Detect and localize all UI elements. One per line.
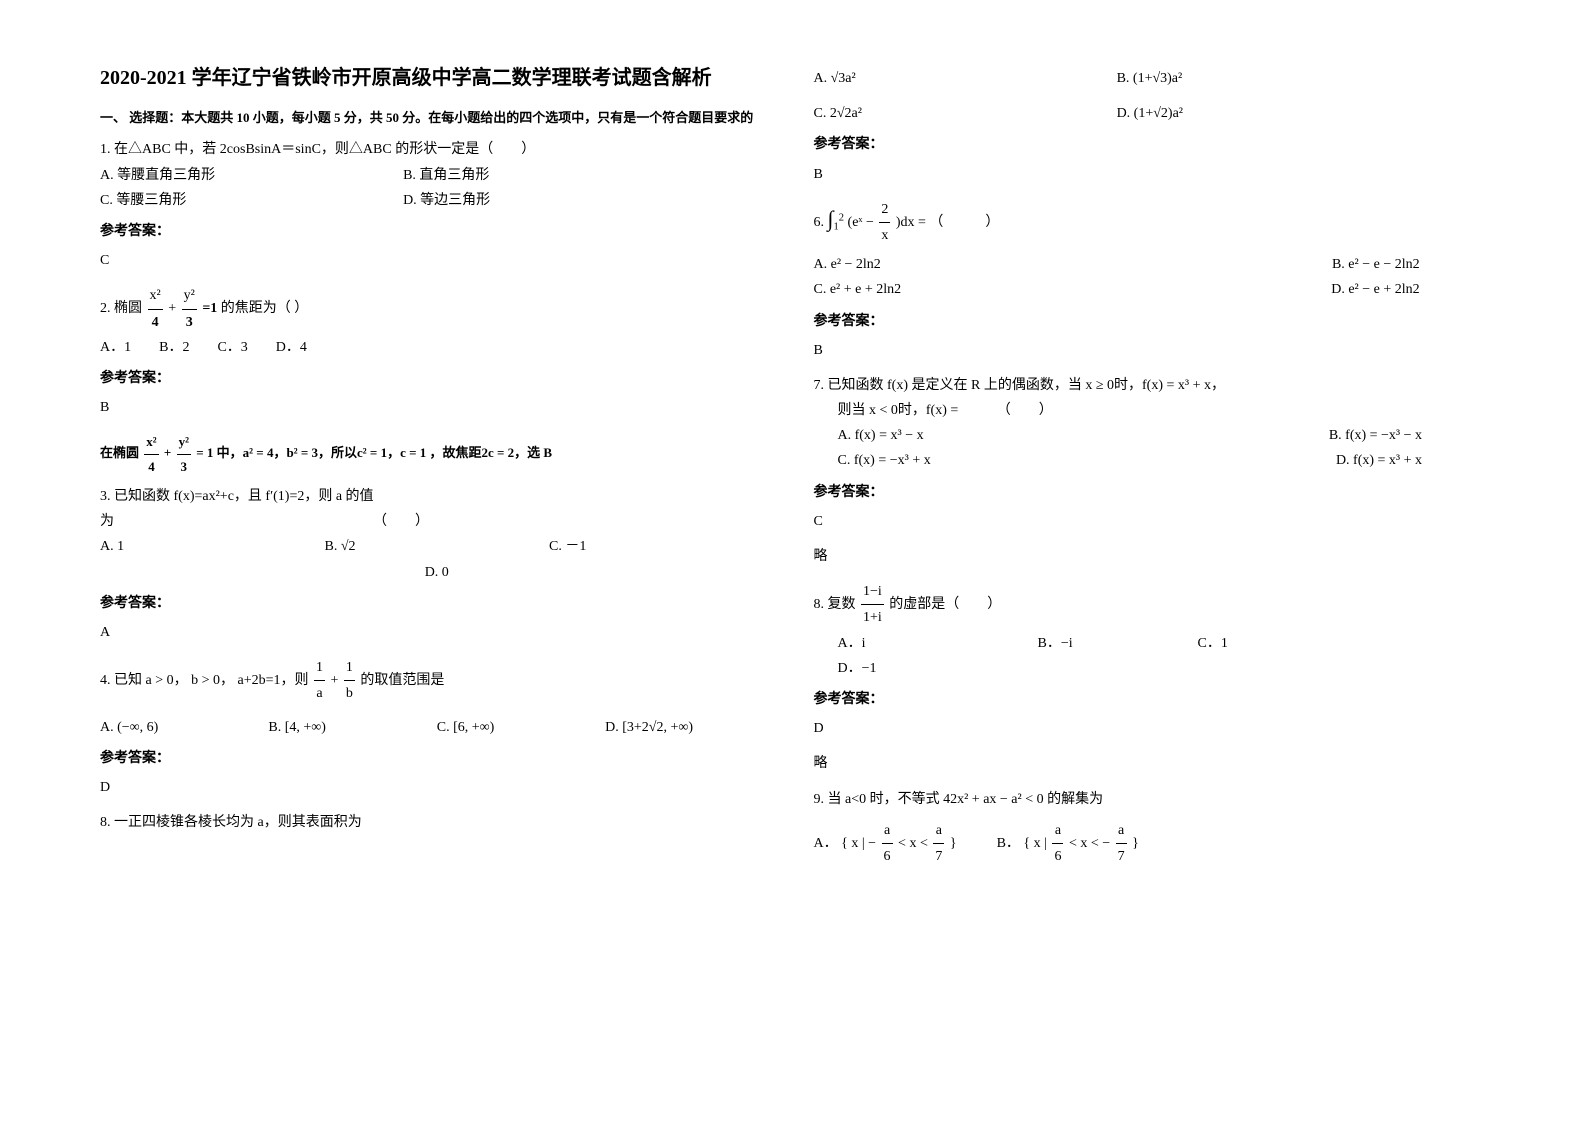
- q4-prefix: 4. 已知 a > 0， b > 0， a+2b=1，则: [100, 673, 312, 688]
- q6-opt-b: B. e² − e − 2ln2: [1117, 252, 1420, 277]
- q4-ans-label: 参考答案：: [100, 746, 774, 771]
- q6-options: A. e² − 2ln2 B. e² − e − 2ln2 C. e² + e …: [814, 252, 1488, 302]
- q2-answer: B: [100, 395, 774, 420]
- q2-frac2: y²3: [182, 283, 197, 334]
- q7-stem2: 则当 x < 0时，f(x) = （ ）: [838, 398, 1488, 423]
- q4-answer: D: [100, 775, 774, 800]
- question-2: 2. 椭圆 x²4 + y²3 =1 的焦距为（ ） A．1 B．2 C．3 D…: [100, 283, 774, 360]
- q7-opt-b: B. f(x) = −x³ − x: [1130, 423, 1422, 448]
- q4-suffix: 的取值范围是: [360, 673, 444, 688]
- q8-lue: 略: [814, 751, 1488, 776]
- q8-answer: D: [814, 716, 1488, 741]
- right-column: A. √3a² B. (1+√3)a² C. 2√2a² D. (1+√2)a²…: [794, 60, 1508, 1062]
- q7-opt-d: D. f(x) = x³ + x: [1130, 448, 1422, 473]
- q2-frac1: x²4: [148, 283, 163, 334]
- q6-opt-c: C. e² + e + 2ln2: [814, 277, 1117, 302]
- question-5-stem: 8. 一正四棱锥各棱长均为 a，则其表面积为: [100, 810, 774, 835]
- left-column: 2020-2021 学年辽宁省铁岭市开原高级中学高二数学理联考试题含解析 一、 …: [80, 60, 794, 1062]
- q1-opt-c: C. 等腰三角形: [100, 188, 403, 213]
- q3-stem2: 为 （ ）: [100, 509, 774, 534]
- q1-opt-d: D. 等边三角形: [403, 188, 706, 213]
- q1-opt-a: A. 等腰直角三角形: [100, 163, 403, 188]
- q6-opt-a: A. e² − 2ln2: [814, 252, 1117, 277]
- q3-ans-label: 参考答案：: [100, 591, 774, 616]
- q5-answer: B: [814, 162, 1488, 187]
- q2-explanation: 在椭圆 x²4 + y²3 = 1 中，a² = 4，b² = 3，所以c² =…: [100, 430, 774, 478]
- q5-opt-b: B. (1+√3)a²: [1117, 66, 1420, 91]
- question-6: 6. ∫12 (eˣ − 2x )dx = （ ） A. e² − 2ln2 B…: [814, 197, 1488, 303]
- q3-stem: 3. 已知函数 f(x)=ax²+c，且 f′(1)=2，则 a 的值: [100, 484, 774, 509]
- q2-suffix: 的焦距为（ ）: [221, 301, 309, 316]
- q4-options: A. (−∞, 6) B. [4, +∞) C. [6, +∞) D. [3+2…: [100, 715, 774, 740]
- q8-opt-b: B．−i: [1038, 631, 1158, 656]
- q7-stem1: 7. 已知函数 f(x) 是定义在 R 上的偶函数，当 x ≥ 0时，f(x) …: [814, 373, 1488, 398]
- q4-opt-b: B. [4, +∞): [268, 715, 396, 740]
- question-5-opts: A. √3a² B. (1+√3)a² C. 2√2a² D. (1+√2)a²: [814, 66, 1488, 126]
- q8-ans-label: 参考答案：: [814, 687, 1488, 712]
- q5-opt-c: C. 2√2a²: [814, 101, 1117, 126]
- q7-options: A. f(x) = x³ − x B. f(x) = −x³ − x C. f(…: [838, 423, 1488, 473]
- q1-answer: C: [100, 248, 774, 273]
- q2-options: A．1 B．2 C．3 D．4: [100, 335, 774, 360]
- q2-prefix: 2. 椭圆: [100, 301, 142, 316]
- q3-opt-a: A. 1: [100, 534, 285, 559]
- q7-ans-label: 参考答案：: [814, 480, 1488, 505]
- q8-options: A．i B．−i C．1: [838, 631, 1488, 656]
- q7-answer: C: [814, 509, 1488, 534]
- q1-ans-label: 参考答案：: [100, 219, 774, 244]
- q4-opt-c: C. [6, +∞): [437, 715, 565, 740]
- q4-opt-a: A. (−∞, 6): [100, 715, 228, 740]
- q1-opt-b: B. 直角三角形: [403, 163, 706, 188]
- question-8: 8. 复数 1−i1+i 的虚部是（ ） A．i B．−i C．1 D．−1: [814, 579, 1488, 681]
- q6-answer: B: [814, 338, 1488, 363]
- question-7: 7. 已知函数 f(x) 是定义在 R 上的偶函数，当 x ≥ 0时，f(x) …: [814, 373, 1488, 474]
- question-1: 1. 在△ABC 中，若 2cosBsinA＝sinC，则△ABC 的形状一定是…: [100, 137, 774, 213]
- section-1-head: 一、 选择题：本大题共 10 小题，每小题 5 分，共 50 分。在每小题给出的…: [100, 106, 774, 129]
- question-4: 4. 已知 a > 0， b > 0， a+2b=1，则 1a + 1b 的取值…: [100, 655, 774, 740]
- q5-ans-label: 参考答案：: [814, 132, 1488, 157]
- q7-lue: 略: [814, 544, 1488, 569]
- doc-title: 2020-2021 学年辽宁省铁岭市开原高级中学高二数学理联考试题含解析: [100, 60, 774, 96]
- q9-options: A． { x | − a6 < x < a7 } B． { x | a6 < x…: [814, 818, 1488, 869]
- q1-options: A. 等腰直角三角形 B. 直角三角形 C. 等腰三角形 D. 等边三角形: [100, 163, 774, 213]
- q3-answer: A: [100, 620, 774, 645]
- q5-opt-d: D. (1+√2)a²: [1117, 101, 1420, 126]
- q9-opt-b: B． { x | a6 < x < − a7 }: [997, 818, 1139, 869]
- q6-opt-d: D. e² − e + 2ln2: [1117, 277, 1420, 302]
- q9-opt-a: A． { x | − a6 < x < a7 }: [814, 818, 957, 869]
- q8-opt-a: A．i: [838, 631, 998, 656]
- q7-opt-c: C. f(x) = −x³ + x: [838, 448, 1130, 473]
- q7-opt-a: A. f(x) = x³ − x: [838, 423, 1130, 448]
- q5-opt-a: A. √3a²: [814, 66, 1117, 91]
- q2-ans-label: 参考答案：: [100, 366, 774, 391]
- question-9: 9. 当 a<0 时，不等式 42x² + ax − a² < 0 的解集为 A…: [814, 787, 1488, 870]
- q3-options: A. 1 B. √2 C. －1: [100, 534, 774, 559]
- q3-opt-b: B. √2: [325, 534, 510, 559]
- q3-opt-d: D. 0: [100, 560, 774, 585]
- q1-stem: 1. 在△ABC 中，若 2cosBsinA＝sinC，则△ABC 的形状一定是…: [100, 137, 774, 162]
- question-3: 3. 已知函数 f(x)=ax²+c，且 f′(1)=2，则 a 的值 为 （ …: [100, 484, 774, 585]
- q9-stem: 9. 当 a<0 时，不等式 42x² + ax − a² < 0 的解集为: [814, 787, 1488, 812]
- q8-opt-c: C．1: [1198, 631, 1228, 656]
- q6-ans-label: 参考答案：: [814, 309, 1488, 334]
- q8-opt-d: D．−1: [838, 656, 1488, 681]
- q3-opt-c: C. －1: [549, 534, 734, 559]
- q4-opt-d: D. [3+2√2, +∞): [605, 715, 733, 740]
